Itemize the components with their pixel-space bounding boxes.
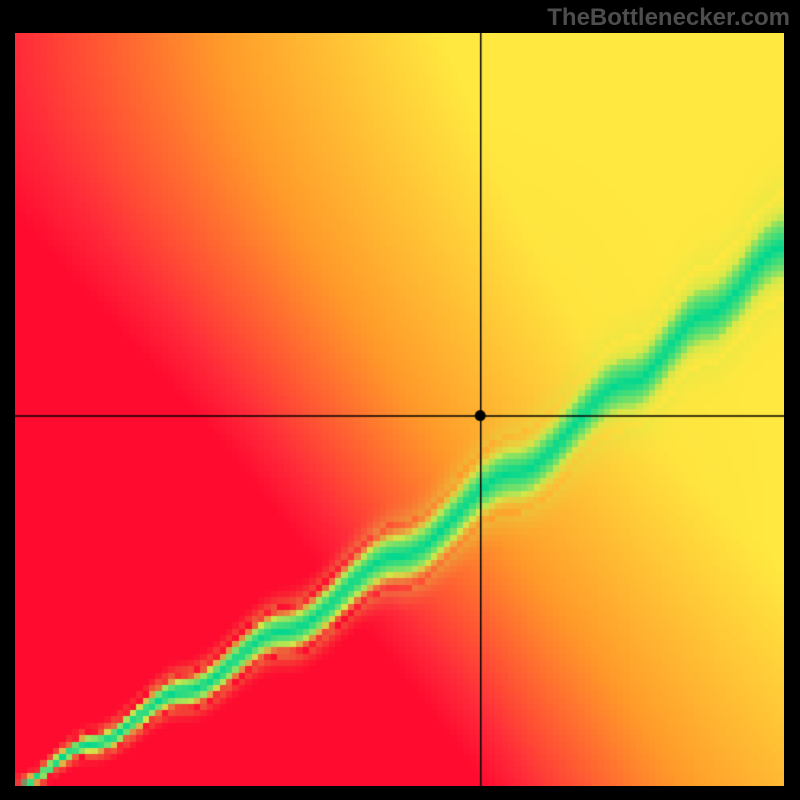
chart-container: TheBottlenecker.com [0, 0, 800, 800]
heatmap-canvas [15, 33, 784, 786]
watermark-text: TheBottlenecker.com [547, 4, 790, 32]
